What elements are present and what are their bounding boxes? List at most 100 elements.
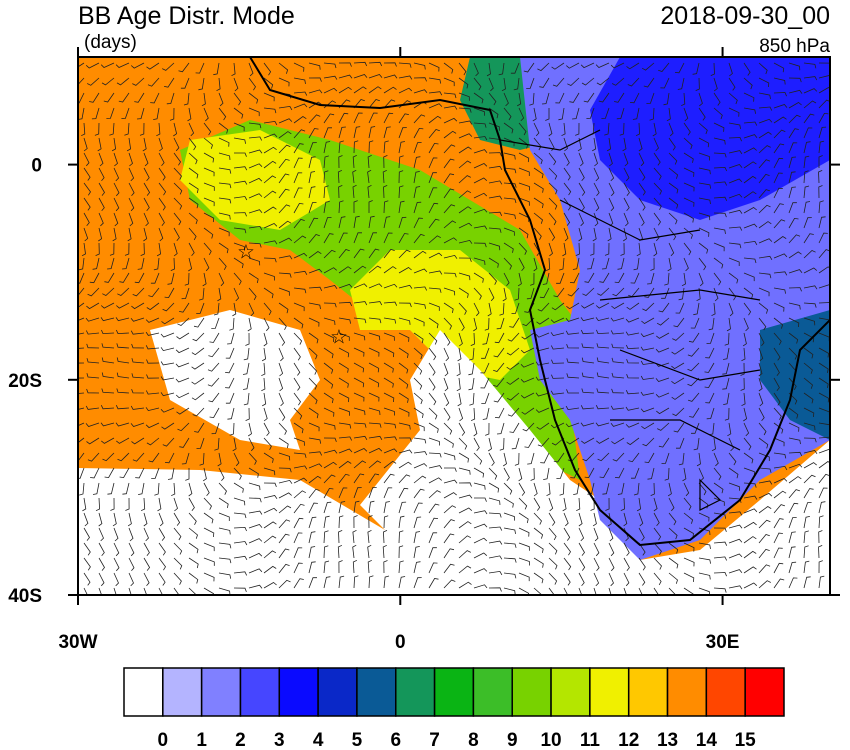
wind-barb <box>78 92 85 104</box>
wind-barb <box>188 152 198 165</box>
wind-barb <box>473 257 486 266</box>
wind-barb <box>338 487 348 499</box>
wind-barb <box>278 533 290 544</box>
wind-barb <box>743 521 757 529</box>
colorbar-box <box>744 667 785 717</box>
wind-barb <box>278 220 292 229</box>
wind-barb <box>595 62 610 68</box>
wind-barb <box>248 225 263 231</box>
wind-barb <box>161 422 175 430</box>
wind-barb <box>248 524 263 529</box>
wind-barb <box>473 302 480 317</box>
wind-barb <box>523 62 535 73</box>
wind-barb <box>595 302 610 309</box>
wind-barb <box>722 377 730 390</box>
wind-barb <box>698 467 704 482</box>
wind-barb <box>131 437 145 445</box>
colorbar-box <box>356 667 397 717</box>
wind-barb <box>691 422 700 434</box>
wind-barb <box>488 570 503 576</box>
wind-barb <box>443 272 457 278</box>
wind-barb <box>706 407 715 420</box>
wind-barb <box>530 272 535 286</box>
wind-barb <box>413 561 421 574</box>
wind-barb <box>128 542 135 557</box>
wind-barb <box>368 473 380 484</box>
wind-barb <box>278 563 290 574</box>
wind-barb <box>83 512 89 527</box>
wind-barb <box>323 474 336 484</box>
wind-barb <box>668 542 679 554</box>
wind-barb <box>278 452 291 461</box>
wind-barb <box>338 448 353 454</box>
wind-barb <box>713 196 728 201</box>
wind-barb <box>383 473 395 484</box>
wind-barb <box>122 257 130 270</box>
wind-barb <box>293 347 301 361</box>
wind-barb <box>511 437 520 450</box>
wind-barb <box>572 257 580 270</box>
wind-barb <box>233 196 248 201</box>
wind-barb <box>293 287 307 294</box>
wind-barb <box>473 122 487 128</box>
wind-barb <box>263 62 272 76</box>
wind-barb <box>646 92 655 104</box>
wind-barb <box>293 578 304 589</box>
wind-barb <box>638 197 646 211</box>
wind-barb <box>413 171 420 184</box>
wind-barb <box>173 182 183 195</box>
wind-barb <box>413 422 425 432</box>
wind-barb <box>278 62 289 74</box>
wind-barb <box>488 452 495 467</box>
wind-barb <box>353 301 368 306</box>
wind-barb <box>743 422 750 437</box>
wind-barb <box>818 216 826 229</box>
wind-barb <box>338 86 352 94</box>
wind-barb <box>278 204 291 214</box>
wind-barb <box>398 487 409 499</box>
wind-barb <box>596 437 610 444</box>
wind-barb <box>98 557 105 571</box>
wind-barb <box>383 232 393 244</box>
wind-barb <box>248 242 262 248</box>
wind-barb <box>728 511 743 516</box>
wind-barb <box>803 474 816 484</box>
wind-barb <box>672 407 685 417</box>
wind-barb <box>218 242 229 254</box>
wind-barb <box>563 572 571 586</box>
wind-barb <box>728 193 743 199</box>
wind-barb <box>743 121 758 126</box>
wind-barb <box>619 122 625 136</box>
wind-barb <box>173 512 181 526</box>
wind-barb <box>818 501 826 514</box>
wind-barb <box>773 253 788 259</box>
wind-barb <box>743 508 758 514</box>
wind-barb <box>443 62 454 74</box>
wind-barb <box>473 225 488 230</box>
wind-barb <box>577 137 582 152</box>
wind-barb <box>671 362 685 370</box>
wind-barb <box>496 317 505 330</box>
wind-barb <box>218 272 225 287</box>
wind-barb <box>683 557 695 567</box>
wind-barb <box>87 452 100 462</box>
wind-barb <box>773 77 786 85</box>
wind-barb <box>398 576 406 589</box>
wind-barb <box>353 99 365 109</box>
wind-barb <box>428 422 439 433</box>
wind-barb <box>368 317 382 324</box>
wind-barb <box>203 122 212 136</box>
wind-barb <box>773 172 783 184</box>
wind-barb <box>293 129 306 139</box>
wind-barb <box>788 287 802 292</box>
wind-barb <box>758 332 765 347</box>
wind-barb <box>413 362 423 375</box>
wind-barb <box>263 521 277 529</box>
wind-barb <box>743 302 752 316</box>
map-frame <box>77 56 831 596</box>
wind-barb <box>293 503 305 514</box>
wind-barb <box>788 332 799 344</box>
wind-barb <box>368 248 380 259</box>
wind-barb <box>188 482 193 497</box>
wind-barb <box>625 317 640 323</box>
